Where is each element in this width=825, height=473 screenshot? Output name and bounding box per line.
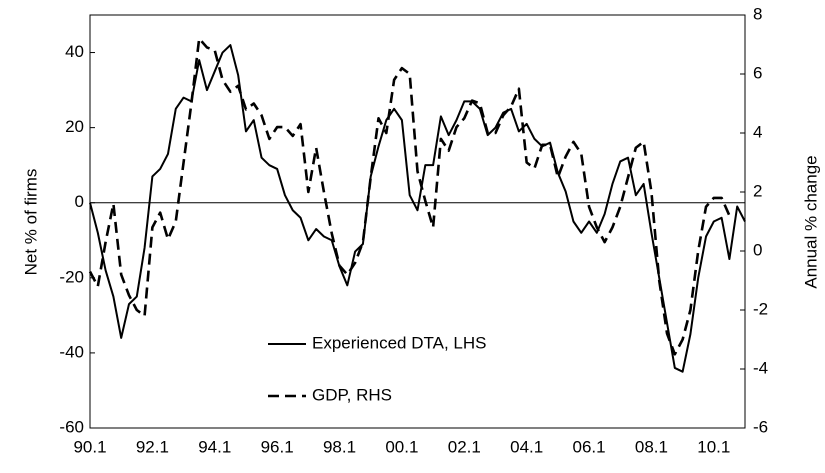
plot-frame [89, 14, 746, 429]
y2-tick-label: 8 [753, 4, 762, 23]
x-tick-label: 02.1 [448, 437, 481, 456]
y-axis-title: Net % of firms [21, 169, 40, 276]
legend-label: Experienced DTA, LHS [312, 333, 486, 352]
y2-tick-label: -6 [753, 417, 768, 436]
y2-tick-label: 0 [753, 240, 762, 259]
y2-tick-label: -4 [753, 358, 768, 377]
y-tick-label: -40 [59, 342, 84, 361]
x-tick-label: 92.1 [136, 437, 169, 456]
x-tick-label: 00.1 [385, 437, 418, 456]
y-tick-label: -20 [59, 267, 84, 286]
x-tick-label: 96.1 [261, 437, 294, 456]
x-tick-label: 04.1 [510, 437, 543, 456]
y2-tick-label: -2 [753, 299, 768, 318]
y2-tick-label: 6 [753, 63, 762, 82]
y-tick-label: 20 [65, 117, 84, 136]
x-tick-label: 94.1 [198, 437, 231, 456]
series-line [88, 37, 731, 356]
x-tick-label: 06.1 [573, 437, 606, 456]
y2-tick-label: 4 [753, 122, 762, 141]
y-tick-label: -60 [59, 417, 84, 436]
x-tick-label: 10.1 [697, 437, 730, 456]
series-line [89, 44, 746, 373]
legend-label: GDP, RHS [312, 385, 392, 404]
x-tick-label: 08.1 [635, 437, 668, 456]
y2-tick-label: 2 [753, 181, 762, 200]
x-tick-label: 90.1 [73, 437, 106, 456]
x-tick-label: 98.1 [323, 437, 356, 456]
y-tick-label: 40 [65, 42, 84, 61]
y-tick-label: 0 [75, 192, 84, 211]
y2-axis-title: Annual % change [801, 155, 820, 288]
